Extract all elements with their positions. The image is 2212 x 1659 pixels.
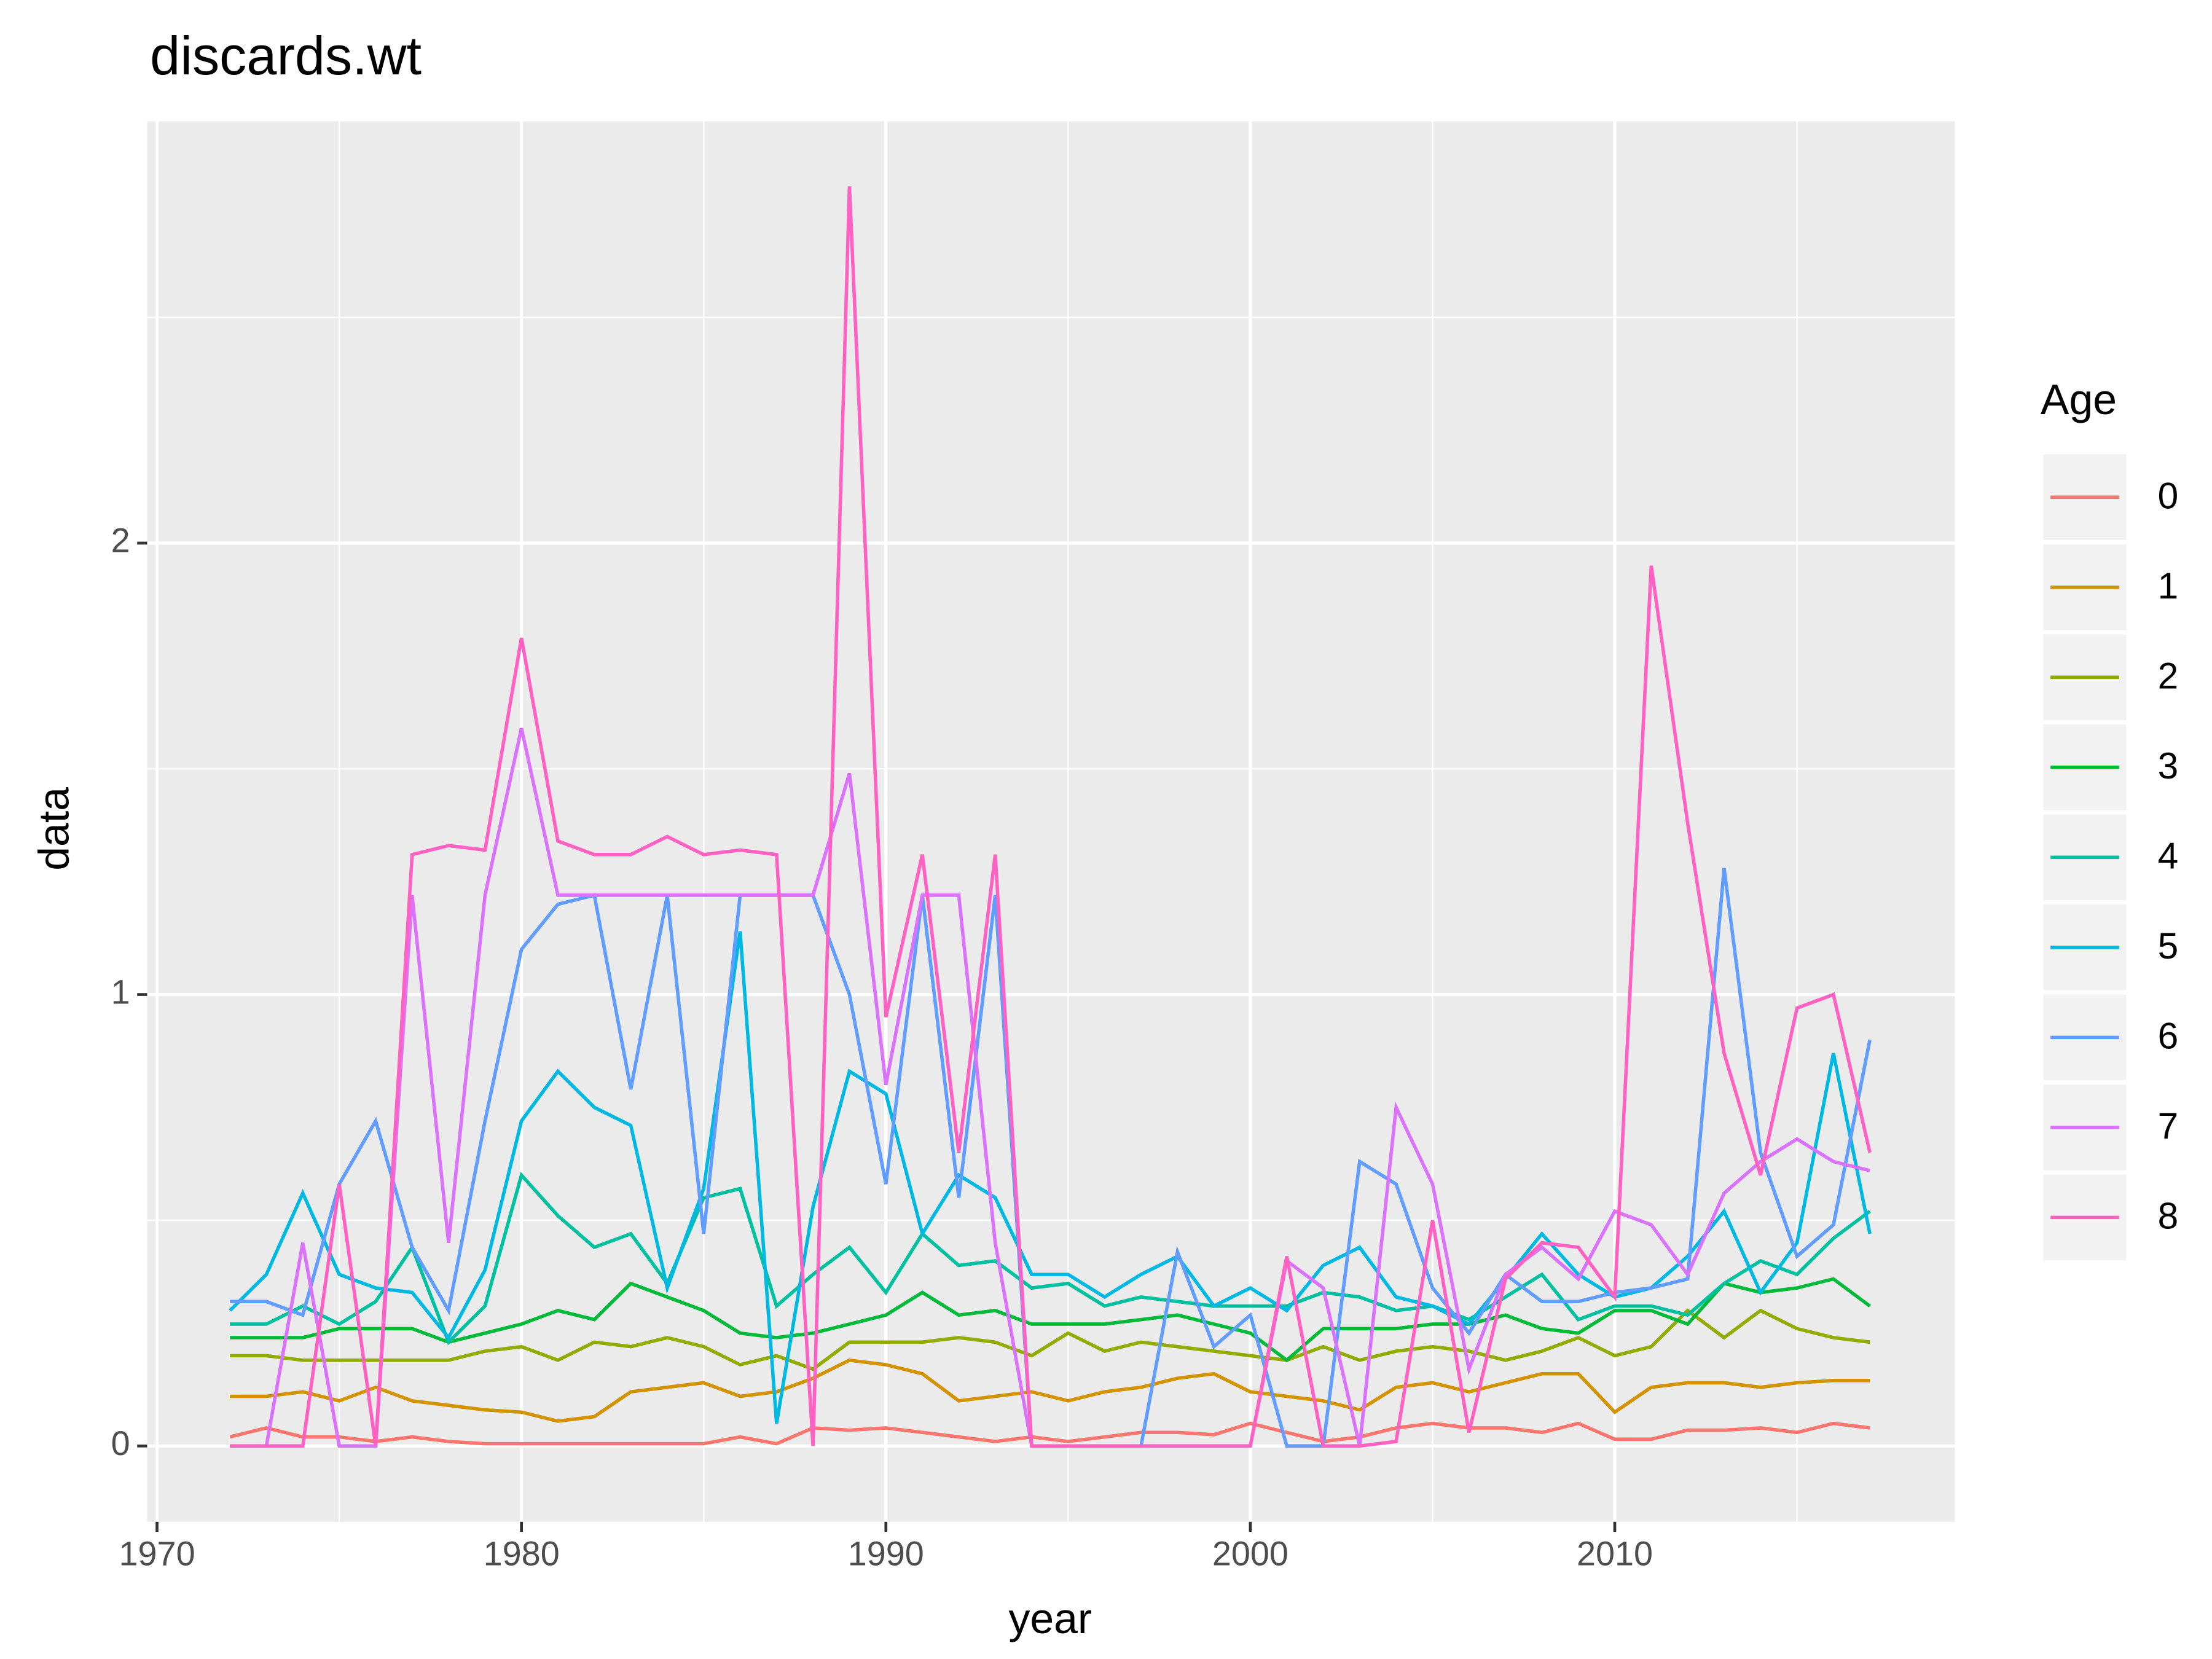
- legend-label: 2: [2158, 655, 2179, 697]
- x-tick-label: 1980: [484, 1534, 560, 1572]
- y-tick-label: 1: [111, 972, 130, 1011]
- plot-panel: [147, 121, 1955, 1522]
- series-line: [229, 931, 1872, 1424]
- legend-label: 4: [2158, 835, 2179, 877]
- legend-label: 6: [2158, 1015, 2179, 1057]
- chart-title: discards.wt: [150, 25, 422, 86]
- series-line: [230, 1171, 1871, 1346]
- legend-label: 0: [2158, 475, 2179, 517]
- y-tick-label: 2: [111, 521, 130, 560]
- series-line: [229, 1421, 1870, 1446]
- axes: 1970 1980 1990 2000 2010 0 1 2: [111, 521, 1653, 1573]
- y-tick-label: 0: [111, 1424, 130, 1462]
- legend: 0 1 2 3 4 5 6 7 8: [2043, 454, 2179, 1261]
- x-tick-label: 2010: [1577, 1534, 1653, 1572]
- legend-label: 8: [2158, 1195, 2179, 1237]
- x-tick-label: 2000: [1212, 1534, 1288, 1572]
- y-axis-label: data: [29, 787, 77, 871]
- legend-label: 3: [2158, 745, 2179, 786]
- x-tick-label: 1970: [119, 1534, 195, 1572]
- series-line: [230, 1358, 1870, 1423]
- x-tick-label: 1990: [848, 1534, 924, 1572]
- x-axis-label: year: [1008, 1594, 1092, 1642]
- legend-title: Age: [2041, 375, 2117, 423]
- legend-label: 1: [2158, 565, 2179, 606]
- legend-label: 7: [2158, 1105, 2179, 1147]
- legend-label: 5: [2158, 925, 2179, 967]
- series-line: [230, 1277, 1871, 1363]
- series-line: [230, 186, 1872, 1448]
- series-line: [230, 1308, 1870, 1371]
- lines: [229, 186, 1872, 1448]
